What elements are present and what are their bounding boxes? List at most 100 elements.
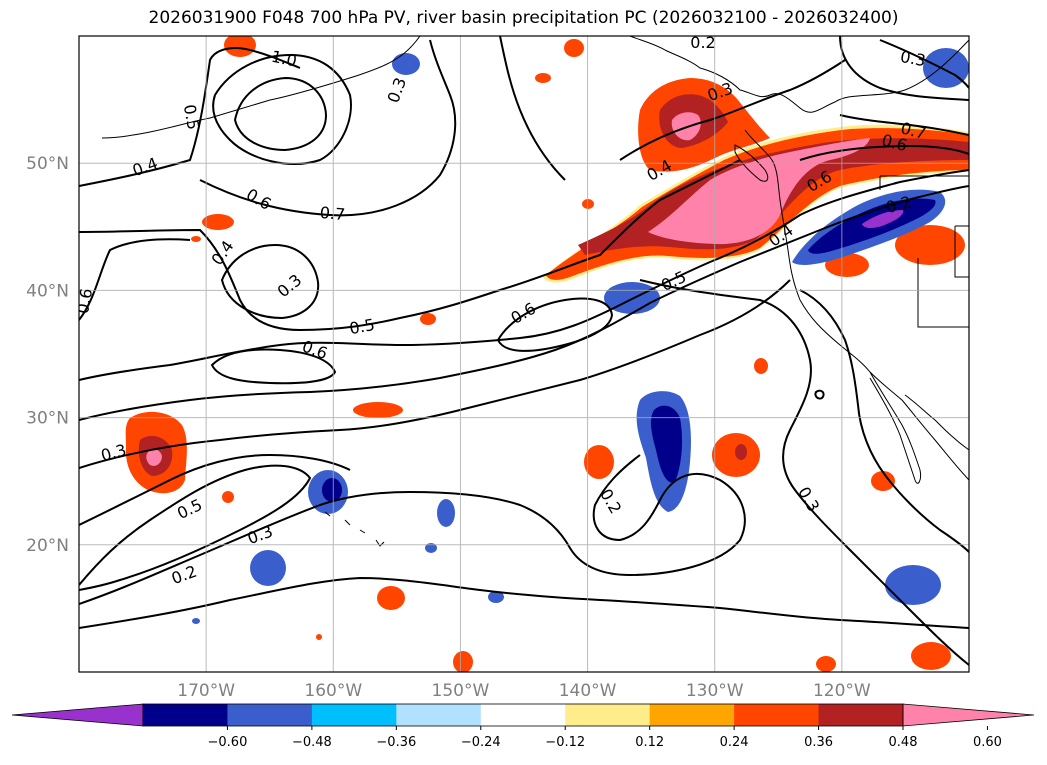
- figure-title: 2026031900 F048 700 hPa PV, river basin …: [148, 8, 899, 28]
- pv-contour-label: 0.5: [180, 103, 203, 131]
- colorbar-tick-label: 0.36: [804, 735, 833, 750]
- precip-positive-blob: [584, 445, 614, 479]
- precip-negative-blob: [885, 565, 941, 605]
- precip-positive-blob: [735, 444, 747, 460]
- precip-negative-blob: [250, 550, 286, 586]
- precip-positive-blob: [377, 586, 405, 610]
- pv-contour-line: [619, 59, 846, 161]
- precip-positive-blob: [353, 402, 403, 418]
- colorbar-tick-label: −0.24: [461, 735, 501, 750]
- colorbar-tick-label: −0.12: [545, 735, 585, 750]
- precip-positive-blob: [316, 634, 322, 640]
- colorbar-segment: [396, 704, 482, 726]
- gridlines: [79, 36, 969, 672]
- colorbar-segment: [818, 704, 904, 726]
- pv-contour-line: [79, 576, 969, 629]
- precip-positive-blob: [564, 39, 584, 57]
- precip-negative-blob: [392, 53, 420, 75]
- colorbar-frame: [142, 703, 904, 727]
- colorbar: −0.60 −0.48 −0.36 −0.24 −0.12 0.12 0.24 0.36 0.4…: [11, 703, 1035, 750]
- precip-positive-blob: [816, 656, 836, 672]
- colorbar-segment: [565, 704, 651, 726]
- colorbar-segment: [480, 704, 566, 726]
- pv-contour-label: 0.7: [319, 203, 346, 224]
- pv-contour-line: [79, 159, 741, 332]
- lon-tick-label: 170°W: [177, 681, 235, 701]
- pv-contour-line: [199, 39, 457, 217]
- colorbar-tick-label: 0.12: [635, 735, 664, 750]
- precip-negative-coast-core: [862, 210, 904, 229]
- precip-positive-blob: [453, 651, 473, 672]
- alaska-coast: [101, 36, 421, 139]
- pv-contour-line: [839, 36, 969, 101]
- map-frame: [78, 35, 970, 673]
- precip-negative-blob: [923, 48, 969, 88]
- precip-negative-blob: [425, 543, 437, 553]
- pv-contour-line: [79, 169, 969, 381]
- precip-positive-blob: [222, 491, 234, 503]
- precip-positive-blob: [911, 642, 951, 670]
- precip-positive-blob: [895, 225, 965, 265]
- precip-negative-blob: [322, 478, 342, 502]
- precip-positive-subtropical-core: [146, 449, 162, 466]
- vancouver-island: [734, 144, 769, 182]
- lat-tick-label: 30°N: [26, 409, 69, 429]
- latitude-labels: 20°N 30°N 40°N 50°N: [26, 154, 69, 556]
- longitude-labels: 170°W 160°W 150°W 140°W 130°W 120°W: [177, 681, 871, 701]
- map-panel: 1.0 0.5 0.4 0.6 0.7 0.4 0.3 0.5 0.6 0.6 …: [26, 33, 970, 701]
- colorbar-segment: [649, 704, 735, 726]
- colorbar-tick-label: 0.24: [720, 735, 749, 750]
- precip-positive-blob: [224, 36, 256, 57]
- colorbar-tick-label: −0.48: [292, 735, 332, 750]
- gulf-of-california: [904, 394, 969, 451]
- pv-contour-line: [79, 47, 301, 187]
- pv-contour-line: [799, 144, 969, 161]
- pv-contour-line: [233, 76, 328, 152]
- coastline-north-america: [629, 36, 969, 481]
- pv-contour-line: [220, 243, 320, 320]
- precip-negative-blob: [488, 591, 504, 603]
- pv-contour-line: [79, 454, 746, 605]
- pv-contour-line: [639, 279, 969, 666]
- colorbar-segment: [734, 704, 820, 726]
- lon-tick-label: 130°W: [686, 681, 744, 701]
- pv-contour-line: [839, 114, 969, 136]
- colorbar-tick-label: −0.60: [208, 735, 248, 750]
- pv-contour-label: 1.0: [270, 47, 299, 71]
- lon-tick-label: 120°W: [813, 681, 871, 701]
- pv-contour-label: 0.2: [690, 33, 715, 52]
- precip-negative-central-strong: [650, 405, 683, 483]
- pv-contour-label: 0.5: [348, 315, 376, 338]
- colorbar-tick-label: 0.60: [973, 735, 1002, 750]
- pv-contour-line: [210, 348, 337, 385]
- lat-tick-label: 50°N: [26, 154, 69, 174]
- colorbar-extend-high: [902, 703, 1035, 727]
- pv-contour-line: [814, 389, 825, 400]
- us-border: [879, 175, 969, 328]
- colorbar-tick-label: −0.36: [376, 735, 416, 750]
- precip-positive-blob: [754, 358, 768, 374]
- pv-contour-line: [212, 53, 352, 165]
- precip-negative-blob: [192, 618, 200, 624]
- pv-contour-label: 0.3: [899, 47, 927, 70]
- precip-negative-blob: [437, 499, 455, 527]
- coastline-layer: [101, 36, 969, 547]
- pv-contour-labels: 1.0 0.5 0.4 0.6 0.7 0.4 0.3 0.5 0.6 0.6 …: [79, 33, 928, 588]
- lon-tick-label: 140°W: [559, 681, 617, 701]
- pv-contour-line: [79, 238, 191, 321]
- lat-tick-label: 40°N: [26, 281, 69, 301]
- pv-contour-line: [79, 453, 351, 526]
- pv-contour-line: [496, 297, 614, 352]
- pv-contour-line: [79, 464, 312, 591]
- precip-positive-blob: [535, 73, 551, 83]
- lon-tick-label: 160°W: [304, 681, 362, 701]
- pv-contour-line: [499, 36, 566, 181]
- lon-tick-label: 150°W: [432, 681, 490, 701]
- precip-positive-core: [648, 138, 870, 245]
- pv-contour-line: [879, 39, 969, 89]
- lat-tick-label: 20°N: [26, 536, 69, 556]
- colorbar-segment: [311, 704, 397, 726]
- colorbar-segment: [227, 704, 313, 726]
- colorbar-segment: [143, 704, 228, 726]
